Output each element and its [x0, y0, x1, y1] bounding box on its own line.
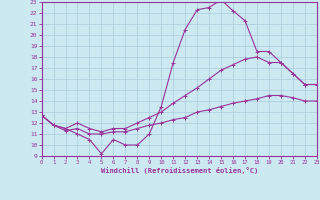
X-axis label: Windchill (Refroidissement éolien,°C): Windchill (Refroidissement éolien,°C) — [100, 167, 258, 174]
